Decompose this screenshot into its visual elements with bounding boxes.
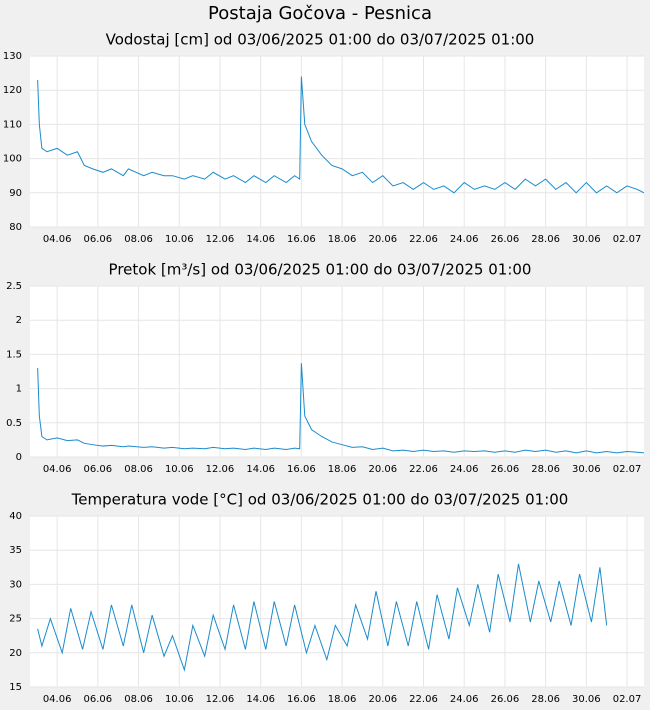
panel-title: Temperatura vode [°C] od 03/06/2025 01:0… [71,491,569,509]
x-tick-label: 12.06 [206,694,235,705]
y-tick-label: 30 [9,579,22,590]
x-tick-label: 04.06 [43,694,72,705]
x-tick-label: 08.06 [124,464,153,475]
x-tick-label: 12.06 [206,234,235,245]
y-tick-label: 90 [9,188,22,199]
y-tick-label: 0 [16,452,22,463]
panel-title: Pretok [m³/s] od 03/06/2025 01:00 do 03/… [109,261,532,279]
x-tick-label: 26.06 [491,234,520,245]
x-tick-label: 26.06 [491,464,520,475]
x-tick-label: 12.06 [206,464,235,475]
y-tick-label: 1.5 [6,349,22,360]
y-tick-label: 20 [9,648,22,659]
y-tick-label: 15 [9,682,22,693]
x-tick-label: 28.06 [531,234,560,245]
y-tick-label: 25 [9,614,22,625]
y-tick-label: 130 [3,51,22,62]
y-tick-label: 40 [9,511,22,522]
x-tick-label: 18.06 [328,464,357,475]
x-tick-label: 02.07 [613,234,642,245]
y-tick-label: 2 [16,315,22,326]
data-line [37,363,645,454]
y-tick-label: 110 [3,119,22,130]
y-tick-label: 120 [3,85,22,96]
x-tick-label: 24.06 [450,234,479,245]
x-tick-label: 30.06 [572,234,601,245]
x-tick-label: 22.06 [409,694,438,705]
x-tick-label: 18.06 [328,694,357,705]
plot-area [30,286,644,457]
y-tick-label: 2.5 [6,281,22,292]
panel-title: Vodostaj [cm] od 03/06/2025 01:00 do 03/… [106,31,535,49]
x-tick-label: 20.06 [368,464,397,475]
x-tick-label: 26.06 [491,694,520,705]
y-tick-label: 100 [3,154,22,165]
x-tick-label: 10.06 [165,234,194,245]
x-tick-label: 04.06 [43,464,72,475]
x-tick-label: 28.06 [531,694,560,705]
x-tick-label: 28.06 [531,464,560,475]
x-tick-label: 16.06 [287,234,316,245]
x-tick-label: 08.06 [124,694,153,705]
x-tick-label: 08.06 [124,234,153,245]
x-tick-label: 22.06 [409,234,438,245]
data-line [37,563,608,672]
x-tick-label: 10.06 [165,694,194,705]
x-tick-label: 22.06 [409,464,438,475]
x-tick-label: 30.06 [572,694,601,705]
page-title: Postaja Gočova - Pesnica [208,3,432,24]
x-tick-label: 18.06 [328,234,357,245]
plot-area [30,56,644,227]
x-tick-label: 06.06 [84,464,113,475]
x-tick-label: 02.07 [613,464,642,475]
y-tick-label: 0.5 [6,418,22,429]
x-tick-label: 14.06 [246,694,275,705]
y-tick-label: 35 [9,545,22,556]
x-tick-label: 14.06 [246,234,275,245]
y-tick-label: 1 [16,384,22,395]
x-tick-label: 02.07 [613,694,642,705]
data-line [37,76,645,194]
x-tick-label: 16.06 [287,694,316,705]
y-tick-label: 80 [9,222,22,233]
x-tick-label: 10.06 [165,464,194,475]
x-tick-label: 14.06 [246,464,275,475]
x-tick-label: 06.06 [84,694,113,705]
x-tick-label: 20.06 [368,694,397,705]
x-tick-label: 06.06 [84,234,113,245]
x-tick-label: 24.06 [450,464,479,475]
x-tick-label: 16.06 [287,464,316,475]
x-tick-label: 20.06 [368,234,397,245]
x-tick-label: 04.06 [43,234,72,245]
x-tick-label: 24.06 [450,694,479,705]
plot-area [30,516,644,687]
x-tick-label: 30.06 [572,464,601,475]
